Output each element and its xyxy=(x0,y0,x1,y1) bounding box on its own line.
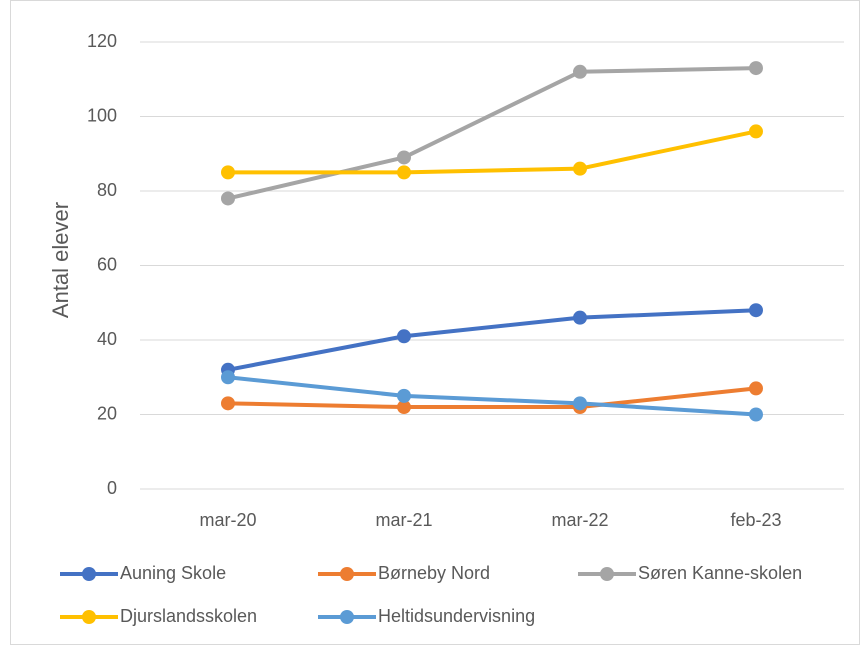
legend-label: Djurslandsskolen xyxy=(120,606,257,626)
y-tick-label: 0 xyxy=(107,478,117,498)
data-point xyxy=(397,400,411,415)
data-point xyxy=(221,191,235,206)
y-tick-label: 120 xyxy=(87,31,117,51)
y-tick-label: 100 xyxy=(87,105,117,125)
data-point xyxy=(397,329,411,344)
y-tick-label: 20 xyxy=(97,403,117,423)
series-line xyxy=(228,129,757,175)
legend-marker xyxy=(82,610,96,624)
y-tick-label: 60 xyxy=(97,254,117,274)
data-point xyxy=(397,388,411,403)
data-point xyxy=(749,61,763,76)
y-axis-label: Antal elever xyxy=(48,202,73,318)
legend-marker xyxy=(340,610,354,624)
data-point xyxy=(749,381,763,396)
y-tick-label: 80 xyxy=(97,180,117,200)
chart-frame xyxy=(10,0,860,645)
data-point xyxy=(749,303,763,318)
data-point xyxy=(397,150,411,165)
data-point xyxy=(749,124,763,139)
legend-label: Heltidsundervisning xyxy=(378,606,535,626)
x-tick-label: feb-23 xyxy=(730,510,781,530)
legend-marker xyxy=(600,567,614,581)
x-tick-label: mar-21 xyxy=(375,510,432,530)
legend-label: Børneby Nord xyxy=(378,563,490,583)
series-line xyxy=(227,66,757,201)
y-tick-label: 40 xyxy=(97,329,117,349)
legend-marker xyxy=(82,567,96,581)
legend-label: Auning Skole xyxy=(120,563,226,583)
legend-marker xyxy=(340,567,354,581)
data-point xyxy=(573,396,587,411)
data-point xyxy=(749,407,763,422)
data-point xyxy=(221,165,235,180)
series-line xyxy=(227,386,757,410)
data-point xyxy=(221,396,235,411)
data-point xyxy=(397,165,411,180)
series-line xyxy=(227,375,757,417)
data-point xyxy=(573,310,587,325)
data-point xyxy=(573,161,587,176)
x-tick-label: mar-22 xyxy=(551,510,608,530)
data-point xyxy=(221,370,235,385)
legend-label: Søren Kanne-skolen xyxy=(638,563,802,583)
series-line xyxy=(227,308,757,372)
x-tick-label: mar-20 xyxy=(199,510,256,530)
data-point xyxy=(573,64,587,79)
